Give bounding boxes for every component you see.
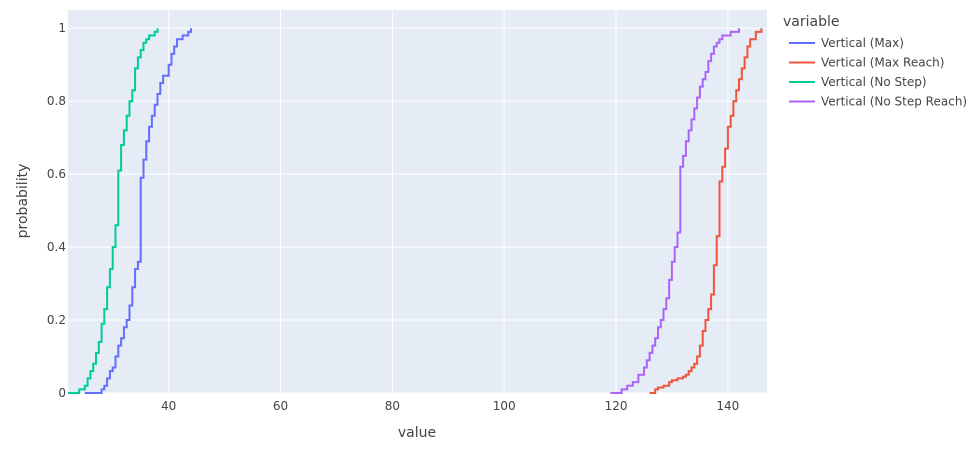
y-tick-label: 0.4 <box>47 240 66 254</box>
grid-lines <box>68 10 767 394</box>
legend-item[interactable]: Vertical (Max) <box>789 36 904 50</box>
legend-title: variable <box>783 14 839 30</box>
y-tick-label: 0.6 <box>47 167 66 181</box>
legend-item[interactable]: Vertical (No Step) <box>789 75 927 89</box>
legend-item[interactable]: Vertical (Max Reach) <box>789 56 944 70</box>
legend-item[interactable]: Vertical (No Step Reach) <box>789 95 967 109</box>
x-axis-ticks: 40 60 80 100 120 140 <box>161 399 739 413</box>
y-tick-label: 0 <box>58 386 66 400</box>
legend-label: Vertical (No Step) <box>821 75 927 89</box>
x-tick-label: 60 <box>273 399 288 413</box>
legend[interactable]: variable Vertical (Max) Vertical (Max Rea… <box>783 14 967 109</box>
x-axis-title: value <box>398 425 436 441</box>
series-line <box>610 28 740 394</box>
legend-label: Vertical (No Step Reach) <box>821 95 967 109</box>
x-tick-label: 80 <box>385 399 400 413</box>
series-line <box>84 28 192 394</box>
x-tick-label: 120 <box>605 399 628 413</box>
y-tick-label: 1 <box>58 21 66 35</box>
series-line <box>68 28 159 394</box>
series-lines <box>68 28 763 394</box>
x-tick-label: 100 <box>493 399 516 413</box>
series-line <box>649 28 763 394</box>
plot-background <box>68 10 767 393</box>
y-axis-title: probability <box>15 164 31 239</box>
x-tick-label: 140 <box>716 399 739 413</box>
x-tick-label: 40 <box>161 399 176 413</box>
y-tick-label: 0.2 <box>47 313 66 327</box>
y-axis-ticks: 0 0.2 0.4 0.6 0.8 1 <box>47 21 66 400</box>
legend-label: Vertical (Max) <box>821 36 904 50</box>
legend-label: Vertical (Max Reach) <box>821 56 944 70</box>
y-tick-label: 0.8 <box>47 94 66 108</box>
